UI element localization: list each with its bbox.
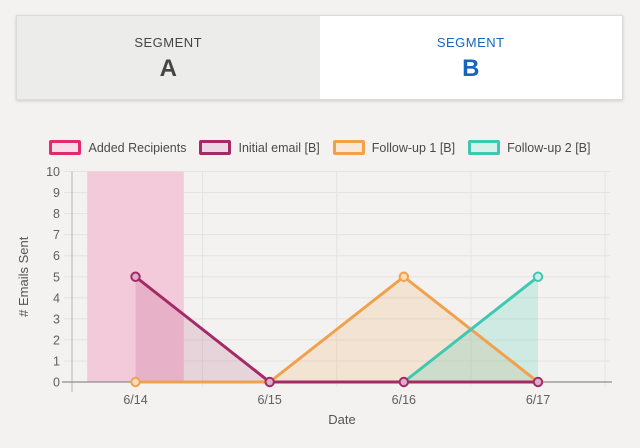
y-tick-label: 7 — [53, 228, 60, 242]
x-tick-label: 6/14 — [123, 393, 147, 407]
legend-item-4[interactable]: Follow-up 2 [B] — [468, 140, 590, 155]
legend-item-2[interactable]: Initial email [B] — [199, 140, 319, 155]
x-tick-label: 6/15 — [257, 393, 281, 407]
y-tick-label: 6 — [53, 249, 60, 263]
legend-label: Follow-up 2 [B] — [507, 141, 590, 155]
legend-item-3[interactable]: Follow-up 1 [B] — [333, 140, 455, 155]
x-tick-label: 6/17 — [526, 393, 550, 407]
data-point-marker[interactable] — [400, 273, 408, 281]
tab-segment-b[interactable]: SEGMENT B — [320, 16, 623, 99]
y-tick-label: 2 — [53, 333, 60, 347]
segment-tabbar: SEGMENT A SEGMENT B — [16, 15, 623, 100]
legend-label: Added Recipients — [88, 141, 186, 155]
y-tick-label: 0 — [53, 376, 60, 390]
legend-swatch-icon — [49, 140, 81, 155]
legend-swatch-icon — [333, 140, 365, 155]
data-point-marker[interactable] — [131, 378, 139, 386]
y-tick-label: 5 — [53, 270, 60, 284]
legend-item-1[interactable]: Added Recipients — [49, 140, 186, 155]
tab-segment-a-label: SEGMENT — [134, 35, 202, 50]
y-tick-label: 4 — [53, 291, 60, 305]
legend-swatch-icon — [468, 140, 500, 155]
x-tick-label: 6/16 — [392, 393, 416, 407]
emails-sent-chart: 0 1 2 3 4 5 6 7 8 9 10 6/14 6/15 6/16 6/17 Date # Emails… — [0, 165, 640, 448]
tab-segment-a-letter: A — [160, 57, 177, 81]
y-tick-label: 8 — [53, 207, 60, 221]
legend-label: Follow-up 1 [B] — [372, 141, 455, 155]
y-axis-title: # Emails Sent — [16, 236, 31, 317]
data-point-marker[interactable] — [265, 378, 273, 386]
tab-segment-a[interactable]: SEGMENT A — [17, 16, 320, 99]
y-tick-label: 3 — [53, 312, 60, 326]
data-point-marker[interactable] — [400, 378, 408, 386]
data-point-marker[interactable] — [534, 378, 542, 386]
data-point-marker[interactable] — [131, 273, 139, 281]
tab-segment-b-label: SEGMENT — [437, 35, 505, 50]
legend-swatch-icon — [199, 140, 231, 155]
y-tick-label: 1 — [53, 354, 60, 368]
x-axis-title: Date — [328, 412, 355, 427]
y-tick-label: 10 — [46, 165, 60, 179]
tab-segment-b-letter: B — [462, 57, 479, 81]
data-point-marker[interactable] — [534, 273, 542, 281]
chart-legend: Added Recipients Initial email [B] Follow-… — [0, 140, 640, 155]
legend-label: Initial email [B] — [238, 141, 319, 155]
y-tick-label: 9 — [53, 186, 60, 200]
